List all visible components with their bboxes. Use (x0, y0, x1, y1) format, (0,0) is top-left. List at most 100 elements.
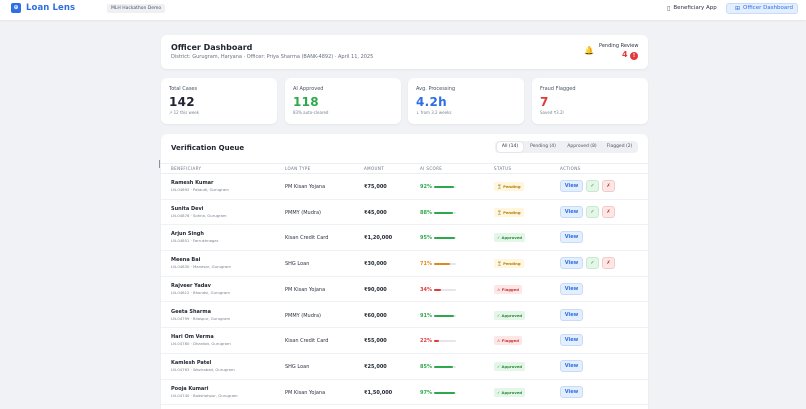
ai-score-bar-fill (434, 186, 455, 188)
status-badge: ✓ Approved (494, 310, 526, 320)
page-title: Officer Dashboard (171, 43, 253, 52)
logo-text[interactable]: Loan Lens (26, 3, 76, 13)
ai-score: 91% (420, 312, 432, 319)
filter-pending[interactable]: Pending (4) (530, 144, 556, 149)
stat-card-fraud-flagged: Fraud Flagged 7 Saved ₹3.2l (532, 78, 648, 124)
logo-icon[interactable]: ⊕ (11, 3, 21, 13)
ai-score: 22% (420, 338, 432, 345)
table-row: Hari Om Verma LN-04780 · Dhankot, Gurugra… (161, 328, 648, 354)
col-beneficiary: BENEFICIARY (171, 166, 202, 171)
stat-label: Fraud Flagged (540, 86, 576, 92)
ai-score-bar-fill (434, 237, 455, 240)
ai-score: 97% (420, 389, 432, 396)
filter-approved[interactable]: Approved (8) (567, 144, 597, 149)
loan-type: PM Kisan Yojana (285, 286, 326, 293)
stat-label: Total Cases (169, 86, 198, 92)
loan-amount: ₹30,000 (364, 261, 387, 268)
ai-score: 71% (420, 261, 432, 268)
beneficiary-name: Rajveer Yadav (171, 282, 211, 289)
loan-type: SHG Loan (285, 261, 310, 268)
view-button[interactable]: View (560, 205, 583, 218)
beneficiary-app-button[interactable]: ▯ Beneficiary App (667, 3, 717, 14)
stat-value: 4.2h (416, 95, 448, 109)
status-icon: ⚠ (497, 338, 501, 344)
ai-score-bar-fill (434, 314, 455, 317)
ai-score-bar-fill (434, 211, 454, 214)
ai-score-bar (434, 365, 456, 368)
reject-icon[interactable]: ✗ (602, 257, 615, 270)
ai-score-bar (434, 263, 456, 266)
beneficiary-name: Hari Om Verma (171, 334, 214, 341)
status-badge: ⏳ Pending (494, 182, 524, 191)
status-icon: ⚠ (497, 286, 501, 292)
ai-score: 88% (420, 209, 432, 216)
stat-sub: ↓ from 3.2 weeks (416, 110, 452, 115)
pending-review-label: Pending Review (599, 43, 639, 49)
ai-score-bar-fill (434, 340, 439, 343)
reject-icon[interactable]: ✗ (602, 180, 615, 192)
view-button[interactable]: View (560, 385, 583, 398)
table-row: Kamlesh Patel LN-04763 · Wazirabad, Gurug… (161, 354, 648, 380)
table-row: Sunita Devi LN-04878 · Sohna, Gurugram PMM… (161, 200, 648, 226)
status-label: Pending (503, 209, 521, 215)
loan-type: PM Kisan Yojana (285, 184, 326, 190)
hackathon-tag: MLH Hackathon Demo (107, 4, 166, 13)
stat-card-total-cases: Total Cases 142 ↗ 12 this week (161, 78, 277, 124)
view-button[interactable]: View (560, 180, 583, 192)
filter-all[interactable]: All (14) (497, 142, 523, 152)
loan-amount: ₹45,000 (364, 209, 387, 216)
status-icon: ✓ (497, 363, 501, 369)
loan-amount: ₹55,000 (364, 338, 387, 345)
status-badge: ✓ Approved (494, 361, 526, 371)
dashboard-header: Officer Dashboard District: Gurugram, Ha… (161, 35, 648, 69)
table-row: Pooja Kumari LN-04740 · Badshahpur, Gurug… (161, 380, 648, 406)
beneficiary-name: Arjun Singh (171, 231, 204, 238)
loan-type: PMMY (Mudra) (285, 312, 321, 319)
page-subtitle: District: Gurugram, Haryana · Officer: P… (171, 54, 374, 60)
phone-icon: ▯ (667, 5, 671, 12)
approve-icon[interactable]: ✓ (586, 205, 599, 218)
status-label: Flagged (501, 286, 519, 292)
approve-icon[interactable]: ✓ (586, 180, 599, 192)
ai-score-bar (434, 288, 456, 291)
loan-amount: ₹25,000 (364, 363, 387, 370)
ai-score-bar (434, 391, 456, 394)
stat-card-avg-processing: Avg. Processing 4.2h ↓ from 3.2 weeks (408, 78, 524, 124)
table-row: Meena Bai LN-04830 · Manesar, Gurugram SHG… (161, 251, 648, 277)
status-label: Approved (501, 363, 523, 369)
col-status: STATUS (494, 166, 512, 171)
beneficiary-name: Kamlesh Patel (171, 359, 212, 366)
status-label: Approved (501, 235, 523, 241)
loan-type: SHG Loan (285, 363, 310, 370)
stat-value: 118 (293, 95, 319, 109)
filter-flagged[interactable]: Flagged (2) (606, 144, 633, 149)
view-button[interactable]: View (560, 359, 583, 372)
stat-value: 7 (540, 95, 549, 109)
status-badge: ✓ Approved (494, 233, 526, 243)
beneficiary-app-label: Beneficiary App (673, 5, 717, 11)
verification-queue: Verification Queue All (14) Pending (4) … (159, 134, 648, 409)
view-button[interactable]: View (560, 334, 583, 347)
beneficiary-meta: LN-04878 · Sohna, Gurugram (171, 212, 227, 218)
officer-dashboard-button[interactable]: ⊞ Officer Dashboard (726, 3, 798, 14)
ai-score: 95% (420, 235, 432, 242)
status-icon: ✓ (497, 235, 501, 241)
view-button[interactable]: View (560, 231, 583, 244)
loan-amount: ₹60,000 (364, 312, 387, 319)
view-button[interactable]: View (560, 257, 583, 270)
view-button[interactable]: View (560, 282, 583, 295)
table-row: Ramesh Kumar LN-04892 · Pataudi, Gurugram… (161, 174, 648, 200)
col-amount: AMOUNT (364, 166, 385, 171)
table-row: Geeta Sharma LN-04799 · Bilaspur, Gurugra… (161, 303, 648, 329)
col-actions: ACTIONS (560, 166, 581, 171)
status-badge: ⏳ Pending (494, 207, 524, 217)
ai-score-bar-fill (434, 391, 456, 394)
stat-sub: 83% auto-cleared (293, 110, 329, 115)
view-button[interactable]: View (560, 308, 583, 321)
reject-icon[interactable]: ✗ (602, 205, 615, 218)
approve-icon[interactable]: ✓ (586, 257, 599, 270)
alert-badge: ! (630, 52, 638, 60)
table-row: Arjun Singh LN-04851 · Farrukhnagar Kisan … (161, 225, 648, 252)
stat-sub: Saved ₹3.2l (540, 110, 564, 115)
stat-card-ai-approved: AI Approved 118 83% auto-cleared (285, 78, 401, 124)
